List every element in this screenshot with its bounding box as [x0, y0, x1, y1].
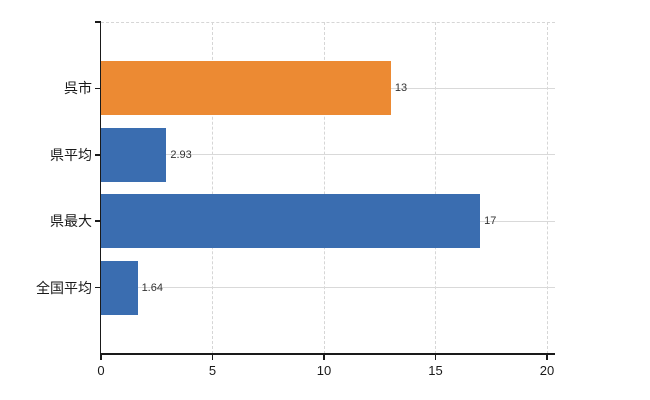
- category-label: 県最大: [50, 213, 92, 230]
- x-tick: [434, 354, 437, 360]
- gridline-vertical: [546, 22, 548, 354]
- category-tick: [94, 220, 101, 222]
- value-label: 1.64: [141, 281, 163, 294]
- category-tick: [94, 154, 101, 156]
- x-tick-label: 0: [97, 363, 105, 378]
- category-label: 呉市: [64, 80, 92, 97]
- value-label: 17: [484, 215, 497, 228]
- gridline-vertical: [323, 22, 325, 354]
- gridline-horizontal: [100, 154, 555, 156]
- category-tick: [94, 21, 101, 23]
- x-tick-label: 10: [316, 363, 332, 378]
- x-tick: [211, 354, 214, 360]
- category-tick: [94, 87, 101, 90]
- bar: [101, 260, 138, 315]
- gridline-top: [100, 21, 555, 23]
- x-axis: [100, 353, 555, 355]
- category-label: 全国平均: [36, 279, 92, 296]
- x-tick: [323, 354, 325, 360]
- gridline-horizontal: [100, 287, 555, 289]
- value-label: 2.93: [170, 148, 192, 161]
- bar: [101, 194, 481, 249]
- category-label: 県平均: [50, 146, 92, 163]
- x-tick: [546, 354, 548, 360]
- value-label: 13: [394, 82, 408, 95]
- gridline-vertical: [435, 22, 436, 354]
- category-tick: [94, 286, 101, 289]
- gridline-vertical: [212, 22, 213, 354]
- x-tick: [100, 354, 102, 360]
- x-tick-label: 20: [539, 363, 555, 378]
- bar: [101, 61, 391, 116]
- x-tick-label: 15: [428, 363, 443, 378]
- y-axis: [99, 20, 102, 360]
- bar: [101, 127, 167, 182]
- x-tick-label: 5: [208, 363, 217, 378]
